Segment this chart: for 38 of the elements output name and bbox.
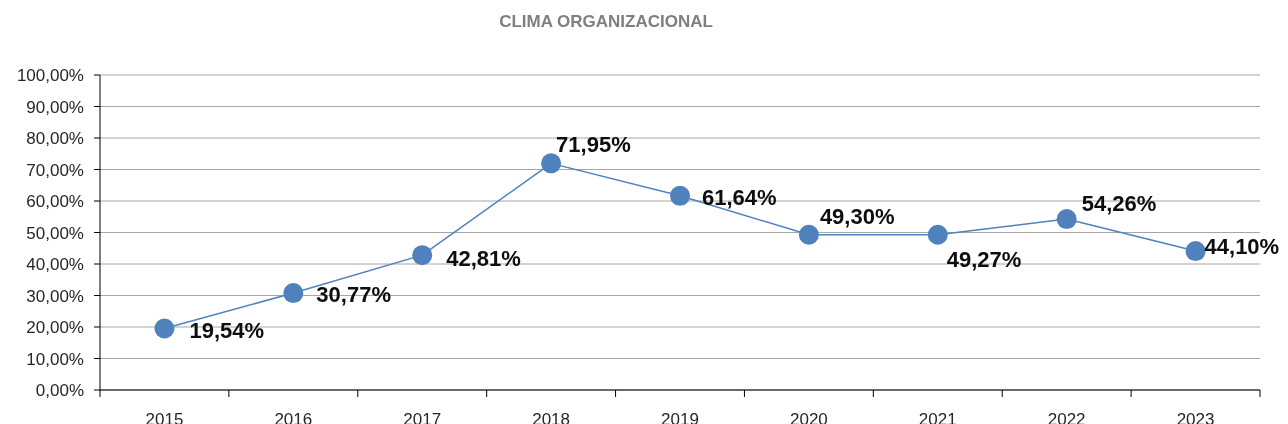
y-tick-label: 20,00% — [26, 318, 84, 338]
point — [798, 224, 819, 245]
data-label: 42,81% — [446, 245, 521, 271]
data-label: 49,27% — [946, 247, 1022, 273]
chart-title: CLIMA ORGANIZACIONAL — [499, 12, 713, 32]
y-tick-label: 60,00% — [26, 192, 84, 212]
x-tick-label: 2022 — [1047, 409, 1086, 424]
y-tick-label: 40,00% — [26, 255, 84, 275]
y-tick-label: 0,00% — [35, 381, 84, 401]
y-tick-label: 30,00% — [26, 286, 84, 306]
x-tick-label: 2023 — [1176, 409, 1215, 424]
point — [283, 283, 304, 304]
data-label: 30,77% — [316, 281, 391, 307]
data-label: 71,95% — [556, 131, 631, 157]
y-tick-label: 80,00% — [26, 129, 84, 149]
y-tick-label: 10,00% — [26, 349, 84, 369]
point — [1056, 209, 1077, 230]
x-tick-label: 2016 — [274, 409, 313, 424]
x-tick-label: 2017 — [403, 409, 442, 424]
data-label: 54,26% — [1081, 190, 1157, 216]
y-tick-label: 100,00% — [16, 66, 84, 86]
x-tick-label: 2018 — [532, 409, 571, 424]
point — [154, 318, 175, 339]
y-tick-label: 70,00% — [26, 160, 84, 180]
point — [412, 245, 433, 266]
point — [1185, 241, 1206, 262]
point — [927, 224, 948, 245]
data-label: 19,54% — [189, 317, 265, 343]
x-tick-label: 2015 — [145, 409, 184, 424]
data-label: 49,30% — [819, 204, 895, 230]
y-tick-label: 90,00% — [26, 97, 84, 117]
x-tick-label: 2021 — [918, 409, 957, 424]
data-label: 61,64% — [702, 185, 777, 211]
x-tick-label: 2020 — [789, 409, 828, 424]
y-tick-label: 50,00% — [26, 223, 84, 243]
point — [670, 185, 690, 206]
data-label: 44,10% — [1204, 233, 1280, 259]
x-tick-label: 2019 — [661, 409, 699, 424]
